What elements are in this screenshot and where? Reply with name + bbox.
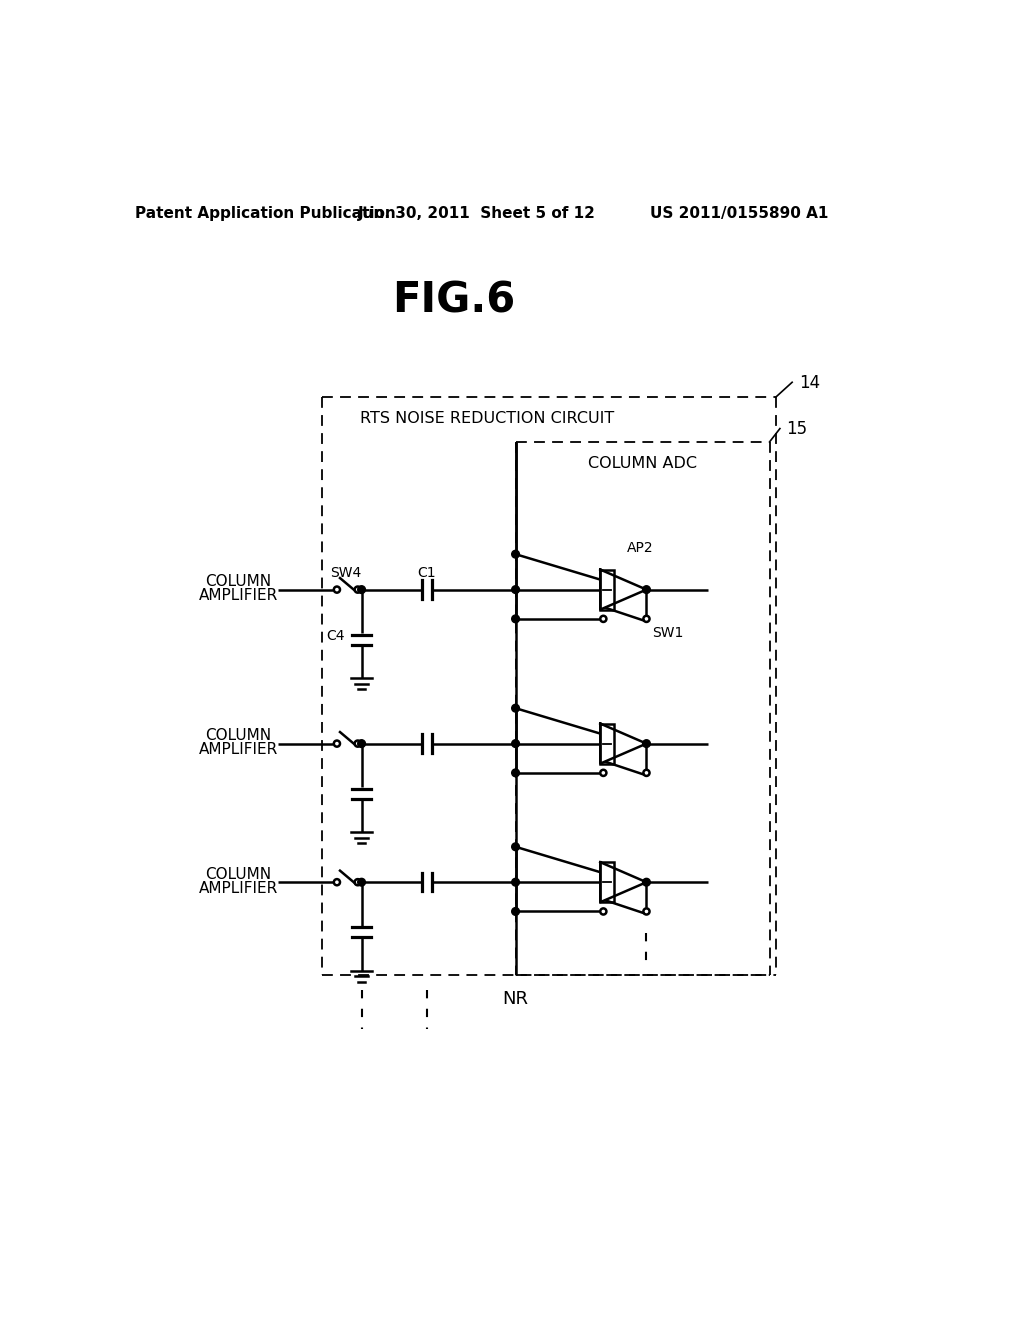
Circle shape (512, 705, 519, 711)
Text: 15: 15 (786, 421, 808, 438)
Text: Jun. 30, 2011  Sheet 5 of 12: Jun. 30, 2011 Sheet 5 of 12 (358, 206, 596, 222)
Text: RTS NOISE REDUCTION CIRCUIT: RTS NOISE REDUCTION CIRCUIT (360, 411, 614, 426)
Circle shape (600, 908, 606, 915)
Circle shape (334, 879, 340, 886)
Text: AMPLIFIER: AMPLIFIER (199, 880, 278, 896)
Circle shape (600, 770, 606, 776)
Text: COLUMN: COLUMN (205, 574, 271, 590)
Circle shape (512, 843, 519, 850)
Circle shape (512, 615, 519, 623)
Text: COLUMN: COLUMN (205, 867, 271, 882)
Text: US 2011/0155890 A1: US 2011/0155890 A1 (649, 206, 828, 222)
Text: Patent Application Publication: Patent Application Publication (135, 206, 395, 222)
Bar (600, 723, 614, 763)
Text: COLUMN: COLUMN (205, 729, 271, 743)
Circle shape (512, 878, 519, 886)
Circle shape (357, 878, 366, 886)
Circle shape (357, 586, 366, 594)
Circle shape (512, 550, 519, 558)
Circle shape (512, 908, 519, 915)
Circle shape (600, 615, 606, 622)
Circle shape (643, 878, 650, 886)
Circle shape (354, 879, 360, 886)
Circle shape (643, 770, 649, 776)
Circle shape (643, 586, 650, 594)
Text: SW1: SW1 (652, 626, 684, 640)
Text: AMPLIFIER: AMPLIFIER (199, 589, 278, 603)
Circle shape (334, 741, 340, 747)
Circle shape (643, 615, 649, 622)
Text: NR: NR (503, 990, 528, 1008)
Text: FIG.6: FIG.6 (392, 280, 516, 322)
Text: SW4: SW4 (330, 566, 361, 579)
Circle shape (643, 908, 649, 915)
Circle shape (354, 741, 360, 747)
Circle shape (512, 739, 519, 747)
Text: COLUMN ADC: COLUMN ADC (588, 455, 697, 471)
Bar (600, 570, 614, 610)
Text: C1: C1 (418, 566, 436, 579)
Circle shape (334, 586, 340, 593)
Text: C4: C4 (326, 628, 345, 643)
Text: 14: 14 (799, 375, 820, 392)
Circle shape (357, 739, 366, 747)
Text: AP2: AP2 (627, 541, 653, 554)
Circle shape (643, 739, 650, 747)
Bar (600, 862, 614, 903)
Circle shape (512, 586, 519, 594)
Text: AMPLIFIER: AMPLIFIER (199, 742, 278, 758)
Circle shape (354, 586, 360, 593)
Circle shape (512, 770, 519, 776)
